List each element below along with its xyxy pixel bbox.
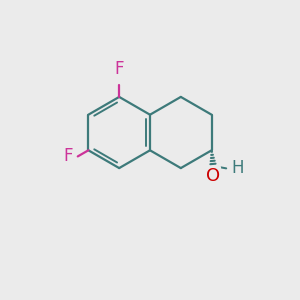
Text: F: F [63, 147, 73, 165]
Text: H: H [232, 159, 244, 177]
Text: O: O [206, 167, 220, 185]
Text: F: F [114, 60, 124, 78]
